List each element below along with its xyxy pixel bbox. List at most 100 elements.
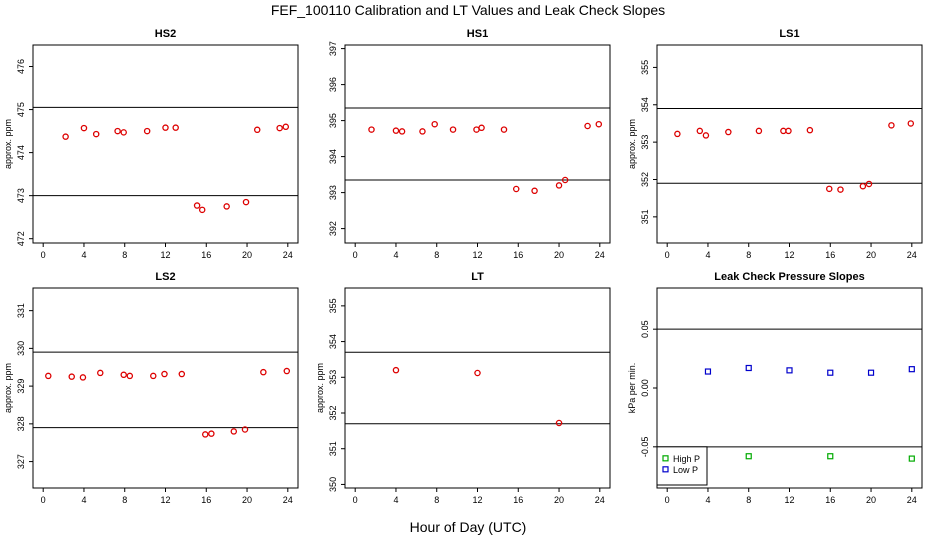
x-tick-label: 8 <box>746 250 751 260</box>
data-point <box>500 126 508 133</box>
data-point <box>755 127 763 135</box>
plot-frame-ls1 <box>656 44 923 244</box>
data-point <box>674 130 681 138</box>
data-point <box>478 124 485 132</box>
x-tick-label: 12 <box>160 250 170 260</box>
data-point <box>208 430 215 437</box>
x-tick-label: 4 <box>81 495 86 505</box>
data-point <box>241 426 249 433</box>
y-tick-label: 330 <box>16 341 26 356</box>
panel-title-hs1: HS1 <box>467 28 488 40</box>
x-tick-label: 16 <box>513 250 523 260</box>
data-point <box>431 120 438 128</box>
data-point <box>283 367 291 375</box>
y-tick-label: 328 <box>16 416 26 431</box>
data-point <box>161 370 168 378</box>
x-tick-label: 4 <box>393 250 398 260</box>
x-tick-label: 16 <box>513 495 523 505</box>
legend-label: Low P <box>673 465 698 475</box>
x-tick-label: 24 <box>283 495 293 505</box>
panel-title-hs2: HS2 <box>155 28 176 40</box>
x-tick-label: 20 <box>866 250 876 260</box>
data-point <box>398 128 406 135</box>
y-tick-label: 473 <box>16 188 26 203</box>
x-tick-label: 12 <box>472 495 482 505</box>
data-point-low-p <box>745 364 752 372</box>
y-tick-label: 327 <box>16 454 26 469</box>
data-point <box>178 370 186 378</box>
x-tick-label: 24 <box>283 250 293 260</box>
x-tick-label: 24 <box>595 495 605 505</box>
data-point <box>865 180 873 188</box>
y-tick-label: 331 <box>16 303 26 318</box>
data-point <box>120 129 127 136</box>
x-tick-label: 12 <box>784 495 794 505</box>
data-point <box>785 127 792 135</box>
x-axis-label: Hour of Day (UTC) <box>409 519 527 535</box>
panel-title-ls1: LS1 <box>779 28 799 40</box>
legend-marker <box>662 455 669 462</box>
y-tick-label: 393 <box>328 185 338 200</box>
data-point-high-p <box>908 455 915 462</box>
y-tick-label: 354 <box>328 334 338 349</box>
data-point <box>62 133 69 140</box>
panel-title-ls2: LS2 <box>155 271 175 283</box>
data-point <box>150 372 157 380</box>
data-point <box>555 182 563 189</box>
y-tick-label: 353 <box>328 370 338 385</box>
data-point <box>201 431 209 438</box>
data-point <box>193 202 201 209</box>
data-point <box>859 182 867 190</box>
x-tick-label: 0 <box>353 250 358 260</box>
y-axis-label: approx. ppm <box>3 363 13 413</box>
y-tick-label: 472 <box>16 231 26 246</box>
data-point <box>806 126 814 134</box>
data-point <box>79 374 87 381</box>
plot-frame-hs2 <box>32 44 299 244</box>
data-point <box>561 176 569 184</box>
data-point <box>114 127 121 135</box>
x-tick-label: 20 <box>242 250 252 260</box>
y-tick-label: 476 <box>16 59 26 74</box>
data-point <box>474 369 481 377</box>
data-point <box>242 198 250 206</box>
x-tick-label: 8 <box>122 250 127 260</box>
x-tick-label: 20 <box>866 495 876 505</box>
data-point <box>449 126 457 133</box>
y-tick-label: -0.05 <box>640 437 650 458</box>
x-tick-label: 4 <box>705 495 710 505</box>
x-tick-label: 4 <box>705 250 710 260</box>
y-tick-label: 352 <box>328 405 338 420</box>
data-point-low-p <box>867 369 875 376</box>
data-point <box>68 373 75 380</box>
data-point <box>253 126 261 134</box>
plot-frame-lt <box>344 287 611 489</box>
data-point <box>143 127 151 135</box>
data-point-low-p <box>704 368 712 375</box>
y-tick-label: 353 <box>640 135 650 150</box>
data-point <box>45 372 52 380</box>
x-tick-label: 0 <box>41 495 46 505</box>
x-tick-label: 16 <box>201 495 211 505</box>
x-tick-label: 24 <box>595 250 605 260</box>
x-tick-label: 16 <box>825 495 835 505</box>
data-point <box>282 123 290 131</box>
x-tick-label: 24 <box>907 250 917 260</box>
data-point-high-p <box>745 453 752 460</box>
data-point <box>92 130 100 138</box>
data-point <box>595 120 603 128</box>
data-point <box>555 419 563 427</box>
y-tick-label: 395 <box>328 113 338 128</box>
x-tick-label: 8 <box>746 495 751 505</box>
data-point <box>725 128 732 136</box>
y-tick-label: 352 <box>640 172 650 187</box>
y-axis-label: kPa per min. <box>627 363 637 414</box>
data-point-low-p <box>908 366 915 373</box>
data-point <box>702 132 710 139</box>
y-tick-label: 0.05 <box>640 320 650 338</box>
data-point <box>230 428 238 435</box>
data-point <box>97 369 104 377</box>
data-point <box>837 186 844 193</box>
y-tick-label: 396 <box>328 77 338 92</box>
